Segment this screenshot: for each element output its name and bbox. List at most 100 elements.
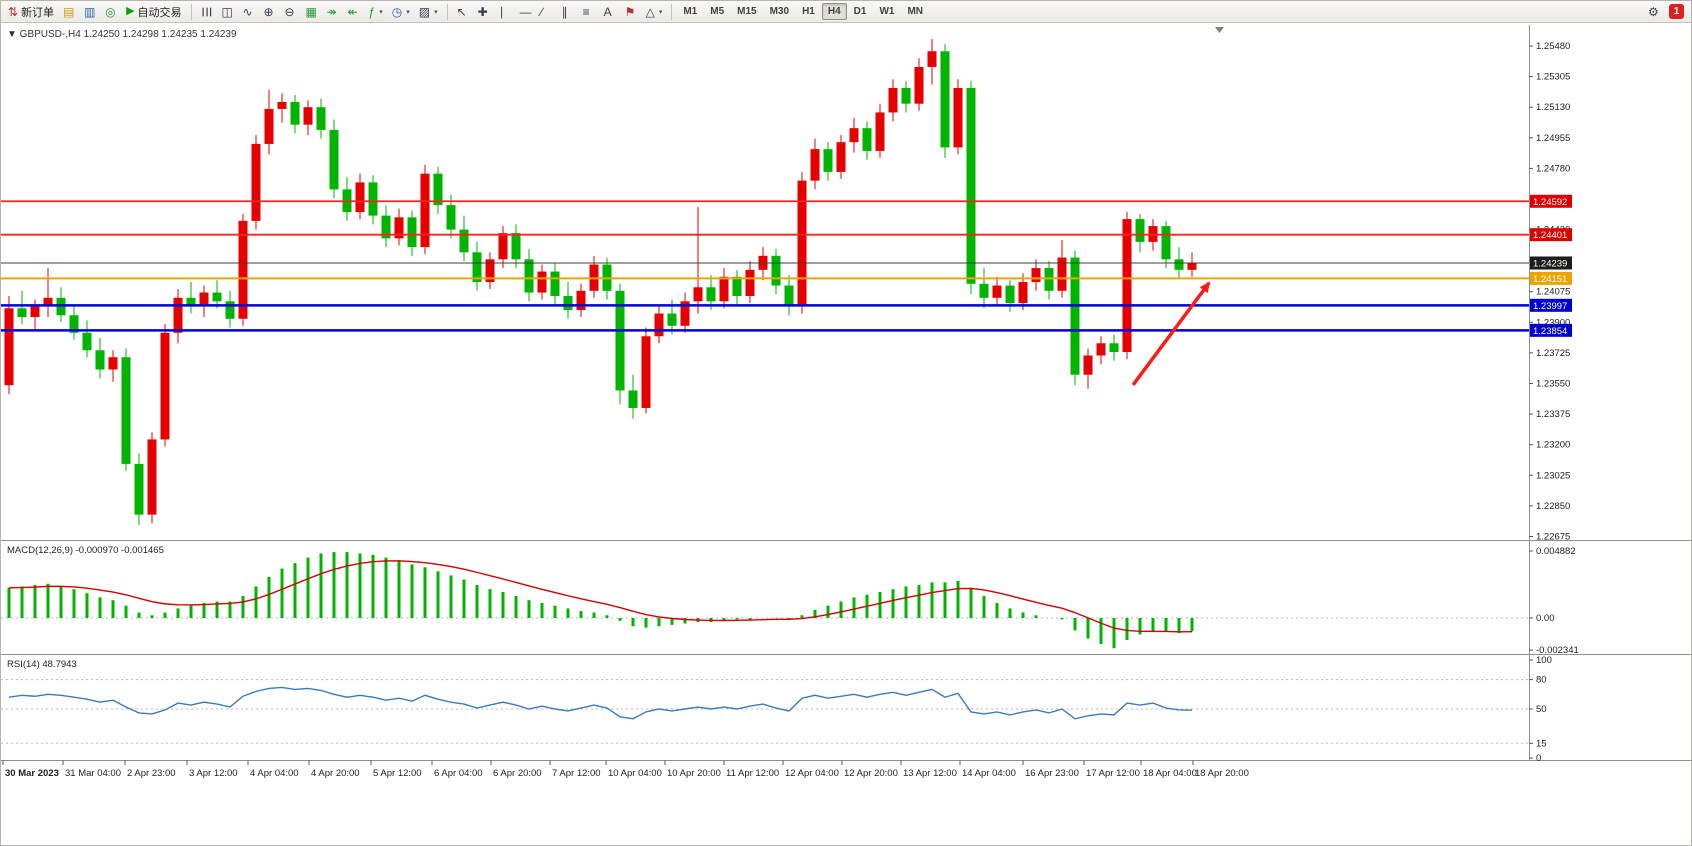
- rsi-panel: RSI(14) 48.7943: [1, 659, 1529, 744]
- candlestick-icon: ◫: [221, 4, 233, 19]
- horizontal-line-button[interactable]: ―: [516, 2, 536, 21]
- arrows-button[interactable]: ⚑: [621, 2, 641, 21]
- tile-windows-icon: ▦: [305, 4, 317, 19]
- periods-button[interactable]: ◷ ▾: [388, 2, 414, 21]
- price-axis-label: 1.23375: [1536, 409, 1570, 420]
- timeframe-m15-button[interactable]: M15: [731, 3, 762, 20]
- zoom-out-button[interactable]: ⊖: [281, 2, 301, 21]
- candle: [316, 107, 326, 130]
- candle: [498, 233, 508, 260]
- fibonacci-icon: ≡: [582, 4, 590, 19]
- new-order-button[interactable]: ⇅ 新订单: [4, 2, 58, 21]
- channel-button[interactable]: ∥: [558, 2, 578, 21]
- timeframe-w1-button[interactable]: W1: [873, 3, 900, 20]
- crosshair-icon: ✚: [477, 4, 488, 19]
- timeframe-h1-button[interactable]: H1: [796, 3, 821, 20]
- time-axis-label: 10 Apr 04:00: [608, 768, 662, 779]
- line-chart-button[interactable]: ∿: [239, 2, 259, 21]
- candle: [1044, 268, 1054, 291]
- candle: [680, 301, 690, 326]
- autotrade-button[interactable]: ▶ 自动交易: [122, 2, 185, 21]
- settings-button[interactable]: ⚙: [1644, 2, 1664, 21]
- macd-label: MACD(12,26,9) -0.000970 -0.001465: [7, 545, 164, 556]
- tile-windows-button[interactable]: ▦: [302, 2, 322, 21]
- candle: [836, 142, 846, 172]
- gbpusd-h4-chart[interactable]: ▼ GBPUSD-,H4 1.24250 1.24298 1.24235 1.2…: [1, 23, 1692, 846]
- chart-type-toolbar-group: ☰ ◫ ∿ ⊕ ⊖ ▦ ↠ ↞ ƒ ▾ ◷ ▾ ▨ ▾: [197, 2, 442, 21]
- templates-button[interactable]: ▨ ▾: [415, 2, 442, 21]
- price-tag-label: 1.23854: [1533, 326, 1567, 337]
- candle: [30, 306, 40, 318]
- time-axis-label: 18 Apr 20:00: [1195, 768, 1249, 779]
- zoom-out-icon: ⊖: [284, 4, 295, 19]
- candle: [810, 149, 820, 181]
- timeframe-m5-button[interactable]: M5: [704, 3, 730, 20]
- auto-scroll-icon: ↠: [326, 4, 337, 19]
- macd-axis-label: 0.00: [1536, 613, 1555, 624]
- bar-chart-button[interactable]: ☰: [197, 2, 217, 21]
- timeframe-h4-button[interactable]: H4: [821, 3, 847, 20]
- price-tag-label: 1.24592: [1533, 197, 1567, 208]
- price-axis-label: 1.23900: [1536, 317, 1570, 328]
- zoom-in-button[interactable]: ⊕: [260, 2, 280, 21]
- chart-shift-button[interactable]: ↞: [344, 2, 364, 21]
- candlestick-chart-button[interactable]: ◫: [218, 2, 238, 21]
- candle: [1122, 219, 1132, 352]
- price-axis[interactable]: 1.254801.253051.251301.249551.247801.246…: [1529, 25, 1579, 764]
- time-axis-label: 12 Apr 20:00: [844, 768, 898, 779]
- fibonacci-button[interactable]: ≡: [579, 2, 599, 21]
- candle: [524, 259, 534, 293]
- price-tag-label: 1.24151: [1533, 274, 1567, 285]
- candle: [849, 128, 859, 143]
- candle: [69, 315, 79, 333]
- timeframe-mn-button[interactable]: MN: [901, 3, 929, 20]
- navigator-button[interactable]: ◎: [101, 2, 121, 21]
- macd-axis-label: -0.002341: [1536, 645, 1579, 656]
- candle: [719, 276, 729, 302]
- shapes-button[interactable]: △ ▾: [642, 2, 667, 21]
- candle: [537, 271, 547, 293]
- candle: [615, 290, 625, 391]
- candle: [472, 252, 482, 283]
- candle: [134, 463, 144, 515]
- candle: [654, 313, 664, 337]
- indicators-button[interactable]: ƒ ▾: [365, 2, 387, 21]
- time-axis-label: 2 Apr 23:00: [127, 768, 176, 779]
- auto-scroll-button[interactable]: ↠: [323, 2, 343, 21]
- time-axis-label: 4 Apr 20:00: [311, 768, 360, 779]
- trendline-button[interactable]: ∕: [537, 2, 557, 21]
- timeframe-m30-button[interactable]: M30: [764, 3, 795, 20]
- price-tag: [1530, 194, 1572, 208]
- chart-window: ▼ GBPUSD-,H4 1.24250 1.24298 1.24235 1.2…: [1, 23, 1692, 846]
- vertical-line-button[interactable]: ∣: [495, 2, 515, 21]
- candle: [875, 112, 885, 151]
- market-watch-button[interactable]: ▥: [80, 2, 100, 21]
- candle: [381, 215, 391, 239]
- candle: [1018, 282, 1028, 304]
- candle: [979, 283, 989, 298]
- templates-dropdown-caret: ▾: [434, 8, 438, 16]
- timeframe-m1-button[interactable]: M1: [677, 3, 703, 20]
- candle: [1096, 343, 1106, 356]
- price-axis-label: 1.23200: [1536, 440, 1570, 451]
- cursor-button[interactable]: ↖: [453, 2, 473, 21]
- rsi-line: [8, 686, 1193, 720]
- charts-profile-button[interactable]: ▤: [59, 2, 79, 21]
- candle: [1031, 268, 1041, 283]
- timeframe-toolbar: M1 M5 M15 M30 H1 H4 D1 W1 MN: [677, 3, 929, 20]
- text-label-button[interactable]: A: [600, 2, 620, 21]
- candle: [1187, 262, 1197, 270]
- shapes-icon: △: [645, 4, 655, 19]
- crosshair-button[interactable]: ✚: [474, 2, 494, 21]
- candle: [1083, 355, 1093, 375]
- candle: [914, 66, 924, 104]
- price-tag: [1530, 256, 1572, 270]
- trend-arrow-annotation[interactable]: [1131, 281, 1211, 387]
- time-axis[interactable]: 30 Mar 2023 31 Mar 04:00 2 Apr 23:00 3 Apr …: [2, 760, 1249, 780]
- notification-count-badge[interactable]: 1: [1669, 4, 1684, 19]
- candle: [888, 87, 898, 113]
- candle: [95, 350, 105, 370]
- autotrade-label: 自动交易: [137, 6, 182, 19]
- timeframe-d1-button[interactable]: D1: [848, 3, 873, 20]
